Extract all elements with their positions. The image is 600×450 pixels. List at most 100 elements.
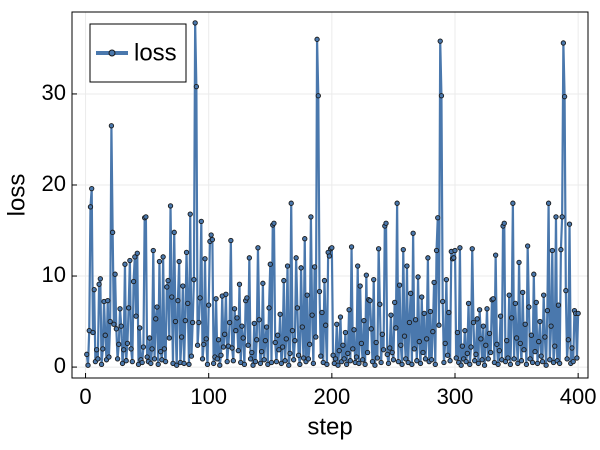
- data-point: [388, 312, 394, 318]
- data-point: [209, 236, 216, 243]
- data-point: [100, 346, 106, 352]
- data-point: [363, 272, 369, 278]
- data-point: [400, 246, 406, 253]
- data-point: [506, 292, 512, 298]
- data-point: [502, 358, 509, 365]
- data-point: [130, 278, 137, 285]
- data-point: [341, 356, 347, 362]
- data-point: [267, 261, 273, 267]
- data-point: [288, 200, 294, 206]
- data-point: [401, 333, 408, 339]
- data-point: [309, 312, 315, 318]
- data-point: [422, 356, 429, 362]
- data-point: [485, 356, 491, 362]
- data-point: [214, 356, 220, 362]
- data-point: [566, 221, 573, 227]
- data-point: [529, 359, 536, 366]
- data-point: [440, 298, 446, 305]
- data-point: [250, 362, 256, 368]
- data-point: [300, 355, 307, 361]
- data-point: [510, 200, 516, 206]
- data-point: [213, 296, 219, 302]
- data-point: [240, 335, 246, 341]
- data-point: [479, 357, 485, 363]
- data-point: [192, 20, 198, 26]
- data-point: [294, 305, 301, 311]
- data-point: [310, 360, 317, 367]
- data-point: [364, 349, 371, 356]
- data-point: [164, 284, 170, 290]
- data-point: [522, 321, 528, 327]
- data-point: [132, 254, 138, 260]
- legend-marker: [108, 49, 116, 57]
- data-point: [373, 339, 379, 346]
- data-point: [230, 358, 236, 364]
- data-point: [117, 306, 123, 312]
- data-point: [217, 362, 223, 368]
- data-point: [107, 318, 113, 325]
- data-point: [323, 322, 329, 328]
- data-point: [105, 297, 111, 304]
- legend-label: loss: [134, 39, 177, 66]
- data-point: [383, 220, 389, 226]
- data-point: [271, 220, 277, 226]
- data-point: [380, 347, 387, 353]
- data-point: [194, 342, 201, 348]
- data-point: [150, 247, 156, 254]
- data-point: [555, 302, 562, 308]
- data-point: [378, 359, 384, 366]
- data-point: [394, 200, 400, 206]
- data-point: [251, 320, 257, 327]
- x-tick-label: 400: [560, 384, 597, 409]
- data-point: [244, 295, 250, 301]
- data-point: [342, 329, 349, 336]
- data-point: [542, 334, 548, 340]
- data-point: [106, 354, 112, 360]
- data-point: [166, 335, 172, 341]
- data-point: [236, 281, 243, 287]
- data-point: [518, 358, 525, 364]
- data-point: [528, 332, 535, 338]
- data-point: [361, 317, 367, 324]
- data-point: [128, 346, 134, 352]
- data-point: [356, 360, 362, 367]
- data-point: [463, 358, 469, 365]
- data-point: [552, 343, 558, 349]
- data-point: [180, 283, 186, 289]
- data-point: [404, 263, 410, 269]
- data-point: [231, 306, 238, 312]
- data-point: [108, 123, 115, 129]
- data-point: [539, 358, 546, 365]
- data-point: [84, 351, 90, 357]
- data-point: [505, 355, 511, 361]
- data-point: [368, 326, 374, 332]
- data-point: [512, 300, 518, 306]
- data-point: [183, 249, 190, 256]
- data-point: [121, 347, 127, 353]
- data-point: [454, 329, 461, 336]
- data-point: [308, 214, 314, 220]
- data-point: [222, 331, 228, 337]
- data-point: [144, 354, 150, 360]
- data-point: [358, 340, 365, 347]
- data-point: [424, 336, 430, 342]
- data-point: [289, 328, 296, 334]
- data-point: [149, 346, 155, 352]
- data-point: [346, 307, 352, 313]
- data-point: [379, 331, 385, 337]
- marks: [84, 20, 581, 368]
- data-point: [326, 253, 333, 259]
- data-point: [162, 358, 169, 365]
- data-point: [181, 360, 187, 367]
- data-point: [139, 359, 145, 366]
- data-point: [350, 346, 356, 352]
- data-point: [332, 356, 339, 362]
- data-point: [457, 245, 463, 251]
- data-point: [532, 348, 538, 355]
- data-point: [343, 361, 350, 367]
- data-point: [203, 336, 209, 342]
- data-point: [480, 323, 486, 329]
- data-point: [421, 310, 427, 317]
- data-point: [374, 355, 381, 361]
- data-point: [91, 287, 97, 293]
